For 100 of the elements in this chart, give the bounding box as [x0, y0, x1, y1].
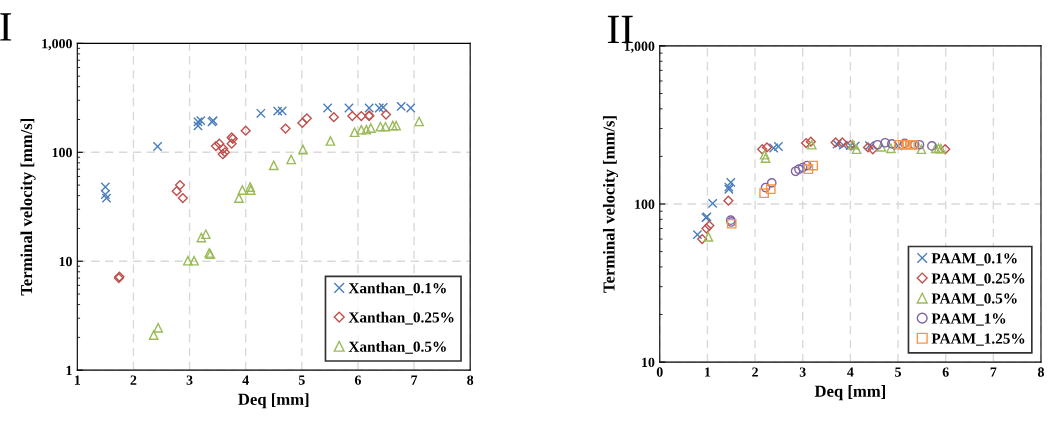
point [794, 164, 804, 175]
point [808, 160, 819, 171]
x-tick-label: 3 [186, 375, 193, 385]
point [210, 140, 222, 152]
point [387, 120, 398, 131]
x-tick-label: 7 [411, 375, 418, 385]
point [723, 195, 734, 206]
point [280, 123, 291, 134]
point [325, 136, 336, 146]
legend-label: PAAM_1.25% [931, 333, 1025, 346]
x-tick-label: 0 [656, 367, 663, 377]
point [414, 116, 424, 127]
point [297, 117, 308, 129]
point [757, 144, 768, 155]
x-tick-label: 8 [1037, 367, 1045, 377]
y-tick-label: 100 [635, 199, 655, 209]
point [218, 143, 229, 154]
point [183, 255, 193, 266]
point [177, 192, 188, 204]
point [760, 153, 771, 164]
point [867, 144, 878, 155]
point [759, 188, 769, 199]
point [768, 143, 779, 153]
point [356, 110, 367, 122]
chart-title: II [607, 15, 633, 44]
point [797, 162, 808, 173]
point [100, 189, 111, 200]
legend-label: PAAM_0.25% [931, 273, 1025, 286]
y-tick-label: 10 [59, 256, 72, 267]
point [391, 120, 401, 131]
point [692, 229, 703, 240]
y-tick-label: 1,000 [42, 38, 72, 51]
point [298, 144, 308, 155]
legend-label: Xanthan_0.25% [348, 311, 454, 325]
chart-title: I [0, 13, 12, 41]
point [725, 177, 736, 188]
point [268, 160, 279, 171]
legend-label: PAAM_0.5% [931, 293, 1017, 306]
point [200, 229, 211, 240]
point [148, 330, 159, 340]
point [237, 185, 248, 195]
point [101, 193, 112, 203]
point [153, 322, 163, 333]
point [240, 125, 251, 136]
point [380, 121, 391, 132]
point [790, 166, 801, 177]
point [886, 139, 897, 149]
point [697, 233, 708, 245]
x-tick-label: 5 [895, 367, 901, 377]
point [880, 137, 891, 148]
point [344, 103, 354, 113]
point [876, 141, 887, 152]
x-tick-label: 3 [799, 367, 806, 377]
point [356, 124, 367, 135]
y-tick-label: 10 [642, 357, 655, 368]
point [914, 139, 925, 150]
point [803, 164, 814, 175]
x-axis-title: Deq [mm] [238, 393, 309, 409]
point [189, 255, 199, 266]
point [174, 179, 186, 191]
point [375, 121, 386, 132]
point [761, 142, 773, 153]
x-tick-label: 4 [242, 375, 249, 385]
y-axis-title: Terminal velocity [mm/s] [602, 116, 619, 293]
x-tick-label: 7 [990, 367, 997, 377]
point [347, 110, 358, 122]
point [707, 198, 718, 209]
point [214, 138, 225, 149]
point [886, 143, 896, 154]
point [301, 113, 312, 124]
point [100, 182, 111, 192]
y-tick-label: 100 [52, 147, 72, 158]
legend-label: Xanthan_0.5% [348, 341, 446, 354]
point [328, 112, 339, 123]
x-axis-title: Deq [mm] [814, 385, 886, 401]
point [349, 127, 360, 138]
point [380, 109, 392, 120]
point [765, 184, 776, 195]
point [872, 139, 883, 150]
point [773, 141, 784, 152]
x-tick-label: 1 [74, 375, 81, 385]
point [234, 193, 244, 203]
point [759, 149, 770, 160]
point [255, 108, 266, 119]
point [760, 182, 771, 193]
legend-label: PAAM_0.1% [931, 253, 1017, 266]
x-tick-label: 6 [942, 367, 949, 377]
x-tick-label: 4 [847, 367, 854, 377]
point [361, 124, 372, 135]
point [927, 141, 937, 151]
x-tick-label: 8 [467, 375, 474, 385]
x-tick-label: 2 [752, 367, 758, 377]
point [322, 103, 333, 113]
point [272, 106, 283, 116]
legend-label: Xanthan_0.1% [348, 282, 446, 296]
point [277, 106, 288, 116]
y-axis-title: Terminal velocity [mm/s] [20, 118, 36, 296]
legend-label: PAAM_1% [931, 313, 1006, 326]
point [152, 141, 163, 152]
point [226, 138, 237, 149]
